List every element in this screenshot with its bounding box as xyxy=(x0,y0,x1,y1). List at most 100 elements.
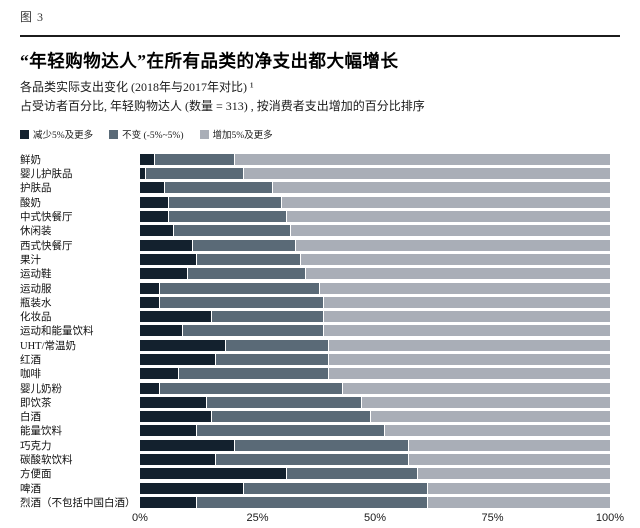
category-label: 咖啡 xyxy=(20,369,41,381)
chart-row: 护肤品 xyxy=(20,181,620,195)
bar-segment xyxy=(323,325,610,337)
bar-segment xyxy=(210,311,324,323)
chart-row: 婴儿奶粉 xyxy=(20,381,620,395)
chart-row: 西式快餐厅 xyxy=(20,238,620,252)
bar-segment xyxy=(140,311,211,323)
stacked-bar xyxy=(140,396,610,408)
chart-row: 瓶装水 xyxy=(20,295,620,309)
category-label: 白酒 xyxy=(20,412,41,424)
bar-segment xyxy=(323,311,610,323)
bar-segment xyxy=(140,153,155,165)
category-label: 运动服 xyxy=(20,283,52,295)
category-label: 瓶装水 xyxy=(20,297,52,309)
bar-segment xyxy=(140,425,197,437)
bar-segment xyxy=(280,196,610,208)
bar-segment xyxy=(177,368,328,380)
bar-segment xyxy=(215,353,328,365)
chart-subtitle-1: 各品类实际支出变化 (2018年与2017年对比) ¹ xyxy=(20,80,254,94)
bar-segment xyxy=(196,496,427,508)
category-label: 中式快餐厅 xyxy=(20,212,73,224)
bar-segment xyxy=(342,382,610,394)
bar-segment xyxy=(290,225,610,237)
category-label: 碳酸软饮料 xyxy=(20,455,73,467)
chart-row: 碳酸软饮料 xyxy=(20,452,620,466)
chart-legend: 减少5%及更多 不变 (-5%~5%) 增加5%及更多 xyxy=(20,127,620,141)
stacked-bar xyxy=(140,239,610,251)
stacked-bar xyxy=(140,339,610,351)
header-divider xyxy=(20,35,620,37)
stacked-bar xyxy=(140,496,610,508)
category-label: 鲜奶 xyxy=(20,154,41,166)
bar-segment xyxy=(224,339,328,351)
bar-segment xyxy=(426,496,610,508)
bar-segment xyxy=(140,253,197,265)
category-label: 运动和能量饮料 xyxy=(20,326,94,338)
bar-segment xyxy=(140,439,234,451)
bar-segment xyxy=(140,396,206,408)
bar-segment xyxy=(140,382,159,394)
stacked-bar-chart: 鲜奶 婴儿护肤品 护肤品 酸奶 中式快餐厅 休闲装 西式快餐厅 果汁 运动鞋 运动服 瓶装水 化妆品运… xyxy=(20,152,620,509)
bar-segment xyxy=(205,396,361,408)
stacked-bar xyxy=(140,325,610,337)
stacked-bar xyxy=(140,211,610,223)
bar-segment xyxy=(140,468,286,480)
bar-segment xyxy=(140,239,192,251)
chart-row: 化妆品 xyxy=(20,309,620,323)
stacked-bar xyxy=(140,454,610,466)
chart-subtitle-2: 占受访者百分比, 年轻购物达人 (数量 = 313) , 按消费者支出增加的百分… xyxy=(20,98,425,113)
x-axis-tick-label: 100% xyxy=(595,511,625,524)
bar-segment xyxy=(191,239,296,251)
chart-row: 鲜奶 xyxy=(20,152,620,166)
x-axis-tick-label: 75% xyxy=(481,511,504,524)
category-label: 巧克力 xyxy=(20,440,52,452)
stacked-bar xyxy=(140,411,610,423)
chart-row: 能量饮料 xyxy=(20,424,620,438)
bar-segment xyxy=(140,325,183,337)
bar-segment xyxy=(158,382,343,394)
stacked-bar xyxy=(140,439,610,451)
stacked-bar xyxy=(140,225,610,237)
chart-row: 啤酒 xyxy=(20,481,620,495)
bar-segment xyxy=(140,296,159,308)
chart-row: 咖啡 xyxy=(20,367,620,381)
bar-segment xyxy=(318,282,610,294)
category-label: 方便面 xyxy=(20,469,52,481)
bar-segment xyxy=(407,454,610,466)
bar-segment xyxy=(327,353,610,365)
legend-label: 不变 (-5%~5%) xyxy=(122,131,184,142)
bar-segment xyxy=(243,482,427,494)
bar-segment xyxy=(140,211,169,223)
category-label: UHT/常温奶 xyxy=(20,340,76,352)
bar-segment xyxy=(140,282,159,294)
legend-swatch-icon xyxy=(199,129,209,139)
bar-segment xyxy=(182,325,324,337)
bar-segment xyxy=(285,468,418,480)
chart-row: 休闲装 xyxy=(20,224,620,238)
chart-row: 中式快餐厅 xyxy=(20,209,620,223)
legend-label: 减少5%及更多 xyxy=(33,131,94,142)
legend-swatch-icon xyxy=(109,129,119,139)
bar-segment xyxy=(187,268,305,280)
bar-segment xyxy=(144,168,244,180)
chart-row: 烈酒（不包括中国白酒） xyxy=(20,495,620,509)
category-label: 能量饮料 xyxy=(20,426,62,438)
chart-row: 运动和能量饮料 xyxy=(20,324,620,338)
category-label: 红酒 xyxy=(20,355,41,366)
stacked-bar xyxy=(140,482,610,494)
bar-segment xyxy=(304,268,610,280)
bar-segment xyxy=(360,396,610,408)
bar-segment xyxy=(158,282,319,294)
bar-segment xyxy=(168,211,286,223)
legend-label: 增加5%及更多 xyxy=(212,131,273,142)
chart-row: 红酒 xyxy=(20,352,620,366)
bar-segment xyxy=(299,253,610,265)
bar-segment xyxy=(295,239,610,251)
stacked-bar xyxy=(140,282,610,294)
stacked-bar xyxy=(140,153,610,165)
chart-row: UHT/常温奶 xyxy=(20,338,620,352)
stacked-bar xyxy=(140,382,610,394)
chart-row: 运动鞋 xyxy=(20,267,620,281)
bar-segment xyxy=(163,182,272,194)
chart-title: “年轻购物达人”在所有品类的净支出都大幅增长 xyxy=(20,51,399,71)
